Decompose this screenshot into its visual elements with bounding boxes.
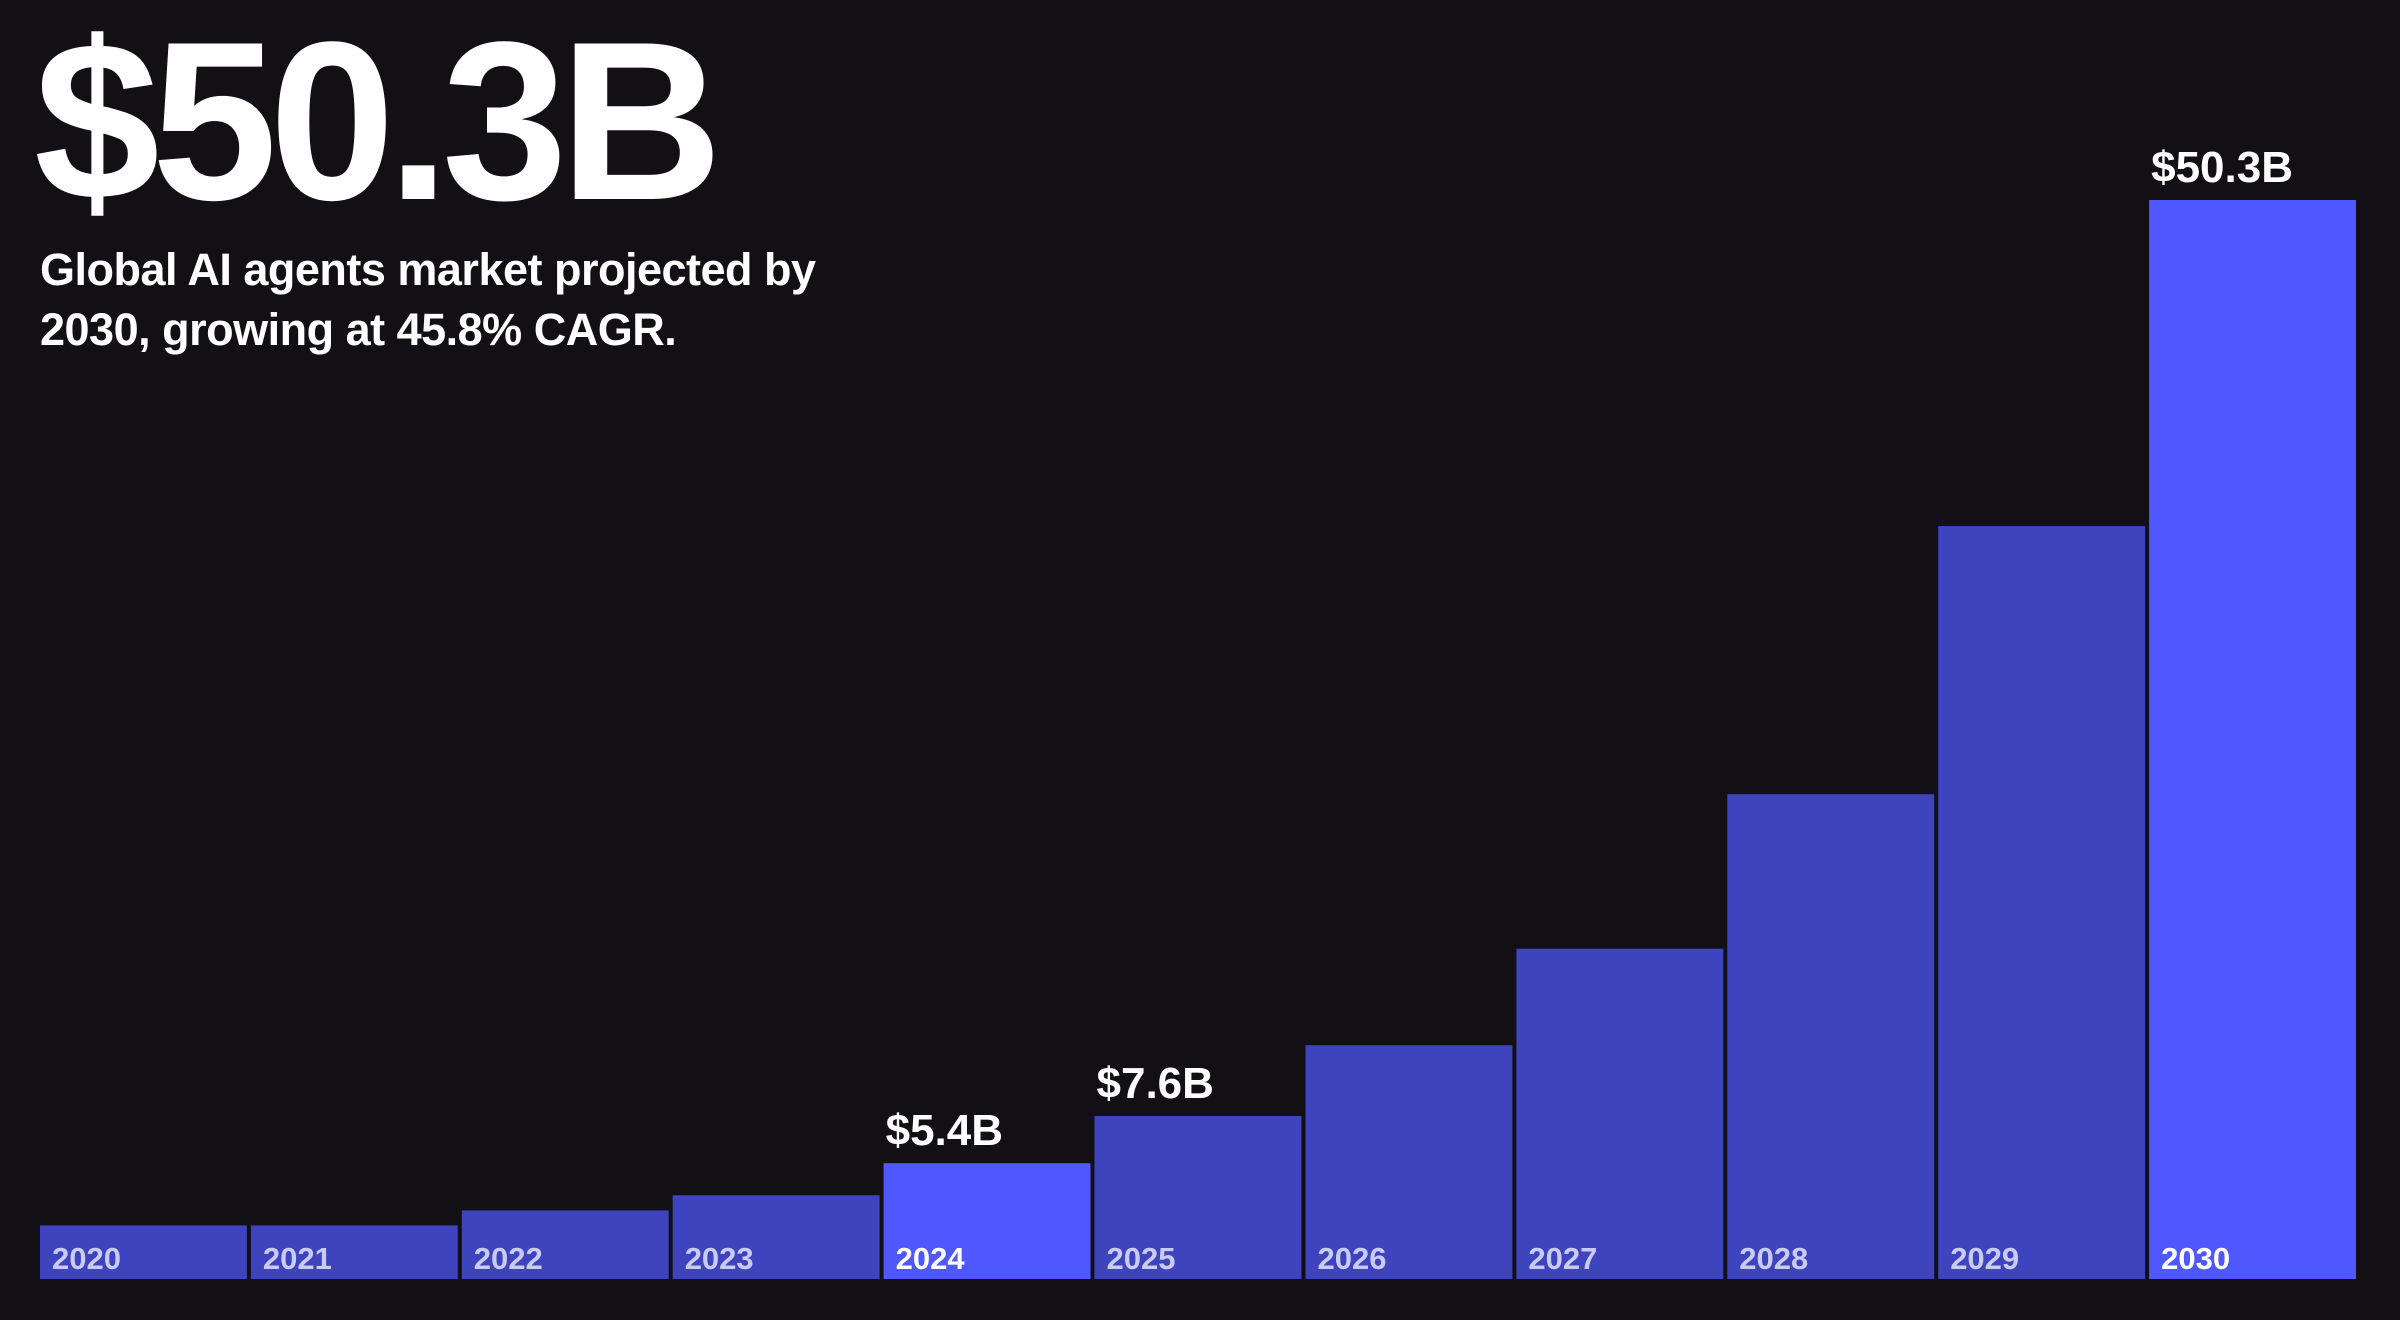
bar-2023: [672, 1195, 880, 1279]
bar-2022: [461, 1210, 669, 1279]
data-label-2025: $7.6B: [1097, 1059, 1214, 1108]
tick-label-2025: 2025: [1107, 1241, 1176, 1276]
tick-label-2029: 2029: [1950, 1241, 2019, 1276]
tick-label-2030: 2030: [2161, 1241, 2230, 1276]
bar-2028: [1727, 794, 1935, 1279]
tick-label-2023: 2023: [685, 1241, 754, 1276]
tick-label-2028: 2028: [1739, 1241, 1808, 1276]
tick-label-2021: 2021: [263, 1241, 332, 1276]
bar-2026: [1305, 1045, 1513, 1279]
hero: $50.3B Global AI agents market projected…: [34, 6, 934, 360]
bar-2025: [1094, 1116, 1302, 1279]
bar-2030: [2149, 200, 2356, 1279]
tick-label-2027: 2027: [1528, 1241, 1597, 1276]
data-label-2030: $50.3B: [2151, 143, 2293, 192]
tick-label-2022: 2022: [474, 1241, 543, 1276]
data-label-2024: $5.4B: [886, 1106, 1003, 1155]
bar-2027: [1516, 948, 1724, 1279]
tick-label-2024: 2024: [896, 1241, 966, 1276]
tick-label-2026: 2026: [1318, 1241, 1387, 1276]
bar-2021: [250, 1225, 458, 1279]
bar-2029: [1938, 526, 2146, 1279]
headline-value: $50.3B: [34, 0, 723, 247]
chart-subtitle: Global AI agents market projected by 203…: [40, 244, 816, 355]
tick-label-2020: 2020: [52, 1241, 121, 1276]
bar-2024: [883, 1163, 1091, 1279]
bar-2020: [40, 1225, 247, 1279]
